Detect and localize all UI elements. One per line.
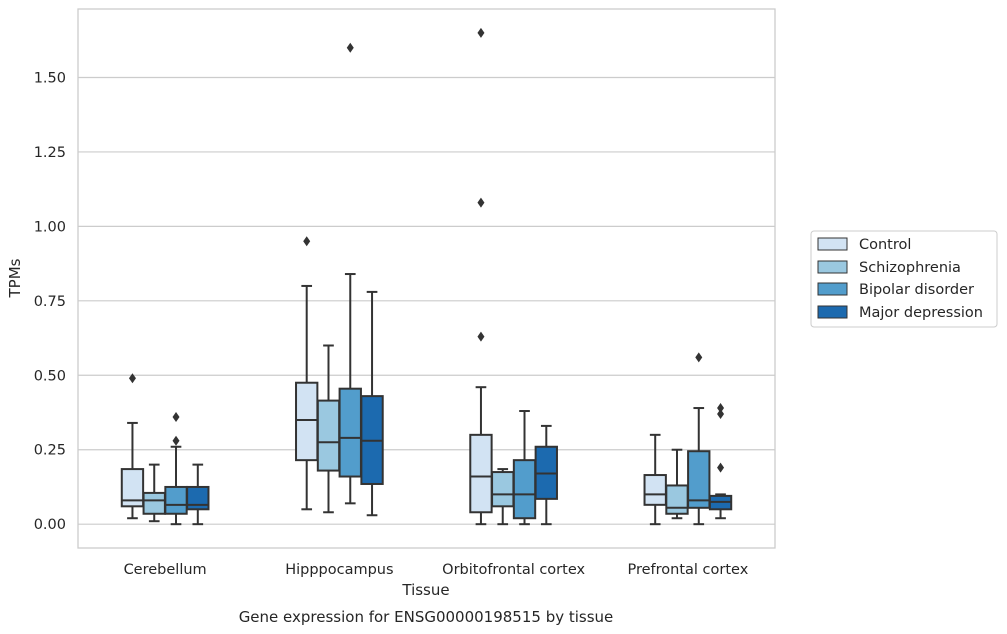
y-tick-label: 0.00 [34,517,66,533]
legend-label-control: Control [859,237,911,253]
iqr-box [687,450,711,509]
legend-swatch-bipolar-disorder [817,282,848,296]
outlier-point [717,408,725,419]
legend-swatch-schizophrenia [817,260,848,274]
x-tick-label-cerebellum: Cerebellum [124,562,207,578]
iqr-box [512,459,537,520]
legend-swatch-major-depression [817,305,848,319]
box-orbitofrontal-cortex-control [469,27,493,526]
outlier-point [717,403,725,414]
outlier-point [477,197,485,208]
outlier-point [717,462,725,473]
x-tick-labels: Cerebellum Hipppocampus Orbitofrontal cort… [124,562,749,578]
iqr-box [120,468,145,508]
y-axis-label: TPMs [6,258,24,298]
y-tick-label: 0.25 [34,443,66,459]
y-tick-label: 1.50 [34,70,66,86]
legend-swatch-control [817,237,848,251]
box-cerebellum-major-depression [186,463,210,526]
x-tick-label-hipppocampus: Hipppocampus [285,562,393,578]
boxes [120,27,733,526]
box-hipppocampus-control [295,236,319,511]
outlier-point [128,373,136,384]
outlier-point [477,331,485,342]
box-prefrontal-cortex-bipolar-disorder [687,352,711,526]
x-axis-label: Tissue [401,581,449,599]
outlier-point [303,236,311,247]
legend: Control Schizophrenia Bipolar disorder M… [810,230,998,328]
legend-frame [810,230,998,328]
box-hipppocampus-major-depression [360,290,384,517]
plot-area-frame [77,8,776,549]
iqr-box [643,474,667,506]
y-tick-label: 1.00 [34,219,66,235]
box-orbitofrontal-cortex-major-depression [534,424,558,526]
iqr-box [491,471,515,508]
iqr-box [469,433,493,514]
outlier-point [695,352,703,363]
chart-title: Gene expression for ENSG00000198515 by t… [239,608,614,626]
iqr-box [164,485,188,515]
iqr-box [338,387,362,478]
box-prefrontal-cortex-major-depression [708,403,733,520]
x-tick-label-prefrontal-cortex: Prefrontal cortex [627,562,748,578]
box-cerebellum-control [120,373,145,520]
x-tick-label-orbitofrontal-cortex: Orbitofrontal cortex [442,562,585,578]
iqr-box [665,484,689,515]
outlier-point [346,42,354,53]
iqr-box [142,491,166,515]
legend-label-schizophrenia: Schizophrenia [859,260,961,276]
iqr-box [316,399,341,472]
outlier-point [477,27,485,38]
iqr-box [186,485,210,511]
outlier-point [172,411,180,422]
legend-label-major-depression: Major depression [859,305,983,321]
iqr-box [295,381,319,462]
y-tick-labels: 0.00 0.25 0.50 0.75 1.00 1.25 1.50 [34,70,66,533]
outlier-point [172,435,180,446]
y-tick-label: 0.50 [34,368,66,384]
box-cerebellum-schizophrenia [142,463,166,523]
legend-label-bipolar-disorder: Bipolar disorder [859,282,974,298]
y-tick-label: 0.75 [34,294,66,310]
y-tick-label: 1.25 [34,145,66,161]
